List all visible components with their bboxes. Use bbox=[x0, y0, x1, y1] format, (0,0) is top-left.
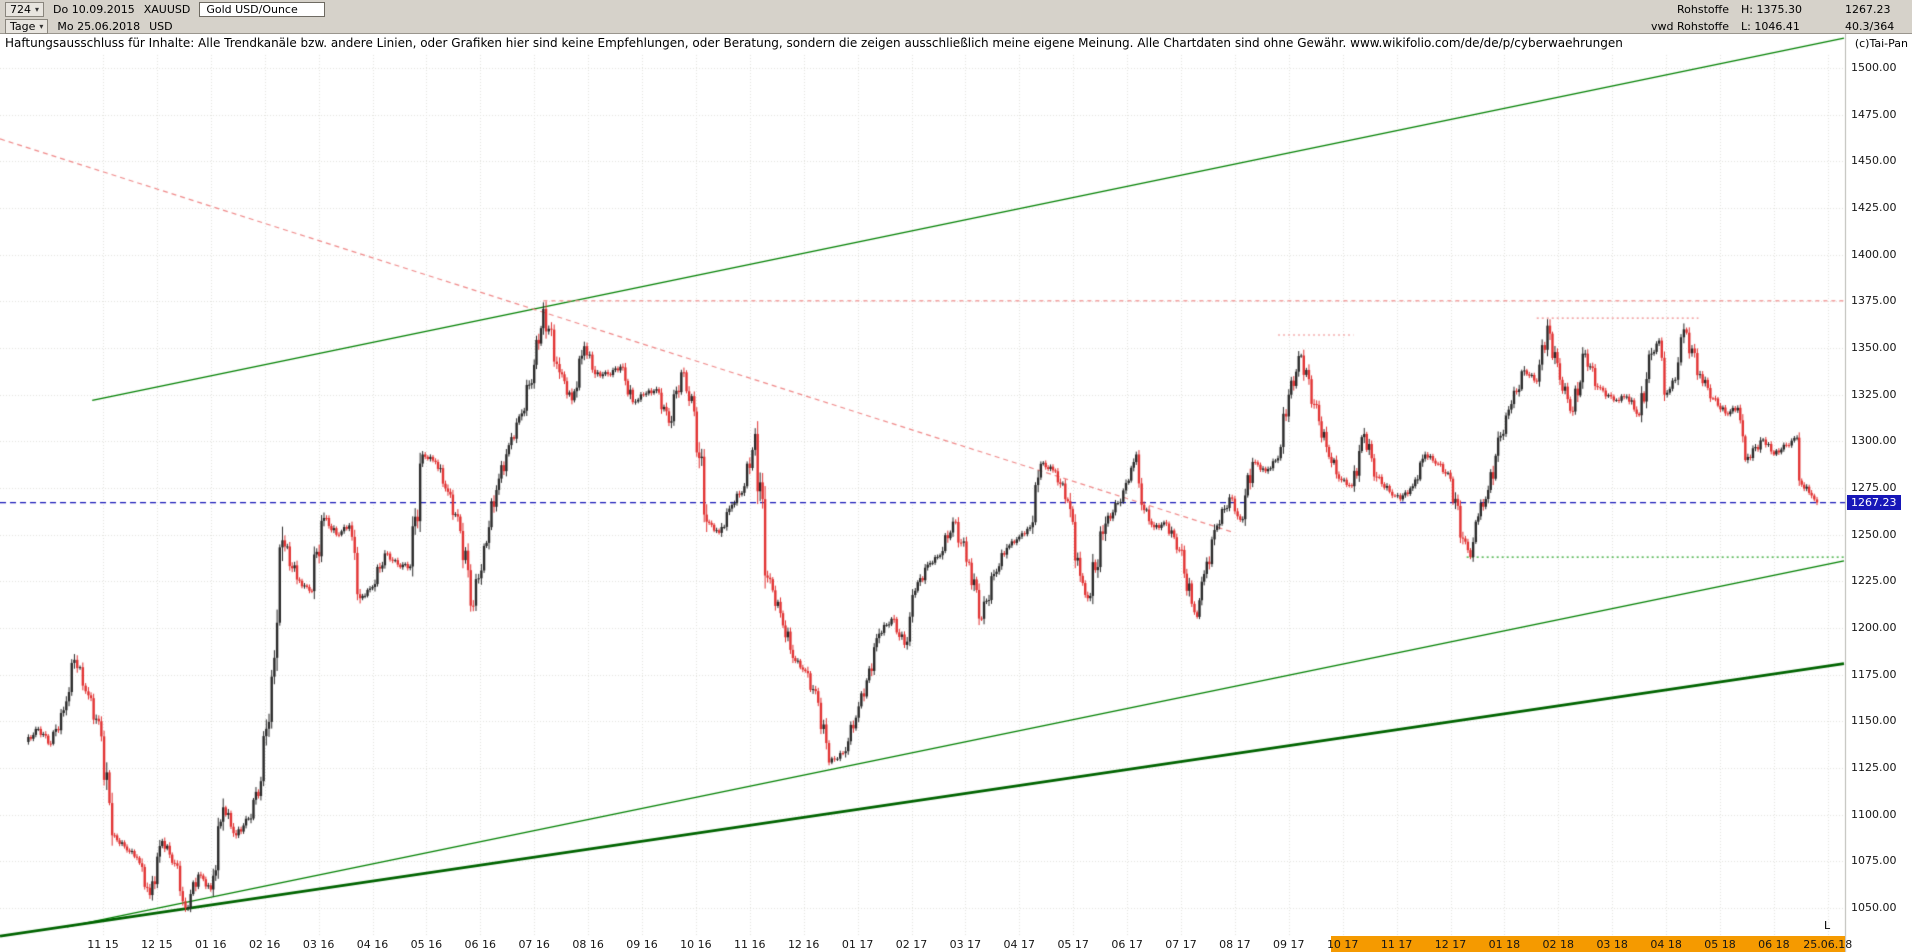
x-axis-tick-label: 25.06.18 bbox=[1803, 938, 1853, 951]
x-axis-tick-label: 11 15 bbox=[87, 938, 119, 951]
y-axis-tick-label: 1300.00 bbox=[1851, 434, 1897, 448]
x-axis-tick-label: 01 18 bbox=[1488, 938, 1521, 951]
y-axis-tick-label: 1425.00 bbox=[1851, 201, 1897, 215]
y-axis-tick-label: 1200.00 bbox=[1851, 621, 1897, 635]
x-axis-tick-label: 03 17 bbox=[949, 938, 982, 951]
toolbar: 724 ▾ Do 10.09.2015 XAUUSD Gold USD/Ounc… bbox=[0, 0, 1912, 34]
x-axis-tick-label: 02 17 bbox=[895, 938, 928, 951]
y-axis-tick-label: 1150.00 bbox=[1851, 714, 1897, 728]
x-axis-tick-label: 08 16 bbox=[572, 938, 604, 951]
x-axis-tick-label: 12 16 bbox=[787, 938, 820, 951]
chart-end-date: Mo 25.06.2018 bbox=[57, 19, 141, 33]
x-axis-tick-label: 10 16 bbox=[680, 938, 712, 951]
symbol-label: XAUUSD bbox=[143, 2, 191, 16]
ratio-value: 40.3/364 bbox=[1845, 19, 1895, 33]
low-marker-label: L bbox=[1824, 919, 1831, 932]
disclaimer: Haftungsausschluss für Inhalte: Alle Tre… bbox=[5, 36, 1623, 50]
x-axis-tick-label: 10 17 bbox=[1326, 938, 1359, 951]
y-axis-tick-label: 1375.00 bbox=[1851, 294, 1897, 308]
low-value: L: 1046.41 bbox=[1741, 19, 1800, 33]
chevron-down-icon: ▾ bbox=[35, 4, 40, 14]
toolbar-row-2: Tage ▾ Mo 25.06.2018 USD vwd Rohstoffe L… bbox=[0, 17, 1912, 34]
instrument-name-field[interactable]: Gold USD/Ounce bbox=[199, 1, 326, 17]
chevron-down-icon: ▾ bbox=[39, 21, 44, 31]
y-axis-tick-label: 1475.00 bbox=[1851, 107, 1897, 121]
toolbar-row-1: 724 ▾ Do 10.09.2015 XAUUSD Gold USD/Ounc… bbox=[0, 0, 1912, 17]
x-axis-tick-label: 06 17 bbox=[1111, 938, 1143, 951]
y-axis-tick-label: 1225.00 bbox=[1851, 574, 1897, 588]
x-axis-highlight-band bbox=[1330, 936, 1845, 952]
disclaimer-text: Haftungsausschluss für Inhalte: Alle Tre… bbox=[5, 36, 1351, 50]
y-axis-tick-label: 1325.00 bbox=[1851, 387, 1897, 401]
x-axis-tick-label: 02 18 bbox=[1542, 938, 1575, 951]
y-axis-tick-label: 1175.00 bbox=[1851, 667, 1897, 681]
y-axis-tick-label: 1350.00 bbox=[1851, 341, 1897, 355]
copyright-label: (c)Tai-Pan bbox=[1854, 37, 1908, 50]
y-axis-tick-label: 1125.00 bbox=[1851, 761, 1897, 775]
x-axis-tick-label: 12 15 bbox=[141, 938, 173, 951]
x-axis-tick-label: 02 16 bbox=[248, 938, 281, 951]
x-axis-tick-label: 12 17 bbox=[1434, 938, 1467, 951]
x-axis-tick-label: 04 17 bbox=[1003, 938, 1036, 951]
y-axis-tick-label: 1050.00 bbox=[1851, 901, 1897, 915]
x-axis-tick-label: 07 17 bbox=[1165, 938, 1197, 951]
quote-info-row-1: Rohstoffe H: 1375.30 1267.23 bbox=[1579, 3, 1907, 16]
x-axis-tick-label: 06 18 bbox=[1758, 938, 1790, 951]
category-label: Rohstoffe bbox=[1677, 2, 1729, 16]
period-dropdown[interactable]: Tage ▾ bbox=[5, 18, 49, 34]
y-axis-tick-label: 1500.00 bbox=[1851, 61, 1897, 74]
x-axis-tick-label: 04 16 bbox=[356, 938, 389, 951]
y-axis-tick-label: 1400.00 bbox=[1851, 247, 1897, 261]
x-axis-tick-label: 11 17 bbox=[1380, 938, 1413, 951]
x-axis-tick-label: 03 16 bbox=[302, 938, 335, 951]
currency-label: USD bbox=[149, 19, 173, 33]
x-axis-tick-label: 05 16 bbox=[410, 938, 443, 951]
x-axis-tick-label: 05 17 bbox=[1057, 938, 1089, 951]
high-value: H: 1375.30 bbox=[1741, 2, 1802, 16]
y-axis-tick-label: 1075.00 bbox=[1851, 854, 1897, 868]
x-axis-tick-label: 09 17 bbox=[1273, 938, 1305, 951]
last-price-tag: 1267.23 bbox=[1847, 494, 1901, 510]
x-axis-tick-label: 01 16 bbox=[195, 938, 227, 951]
x-axis-tick-label: 03 18 bbox=[1596, 938, 1628, 951]
y-axis-tick-label: 1450.00 bbox=[1851, 154, 1897, 168]
bars-count-value: 724 bbox=[10, 2, 31, 16]
x-axis-tick-label: 05 18 bbox=[1704, 938, 1736, 951]
x-axis-tick-label: 07 16 bbox=[518, 938, 550, 951]
x-axis-tick-label: 09 16 bbox=[626, 938, 658, 951]
bars-count-dropdown[interactable]: 724 ▾ bbox=[5, 1, 45, 17]
y-axis-tick-label: 1100.00 bbox=[1851, 807, 1897, 821]
chart-start-date: Do 10.09.2015 bbox=[53, 2, 135, 16]
wikifolio-link[interactable]: www.wikifolio.com/de/de/p/cyberwaehrunge… bbox=[1350, 36, 1623, 50]
quote-info-row-2: vwd Rohstoffe L: 1046.41 40.3/364 bbox=[1579, 20, 1907, 33]
y-axis-tick-label: 1250.00 bbox=[1851, 527, 1897, 541]
x-axis-tick-label: 06 16 bbox=[464, 938, 497, 951]
x-axis-tick-label: 11 16 bbox=[734, 938, 766, 951]
x-axis-tick-label: 01 17 bbox=[841, 938, 874, 951]
x-axis-tick-label: 08 17 bbox=[1219, 938, 1251, 951]
y-axis-tick-label: 1275.00 bbox=[1851, 481, 1897, 495]
x-axis-tick-label: 04 18 bbox=[1650, 938, 1682, 951]
period-value: Tage bbox=[10, 19, 36, 33]
provider-label: vwd Rohstoffe bbox=[1651, 19, 1729, 33]
last-price-readout: 1267.23 bbox=[1845, 2, 1891, 16]
